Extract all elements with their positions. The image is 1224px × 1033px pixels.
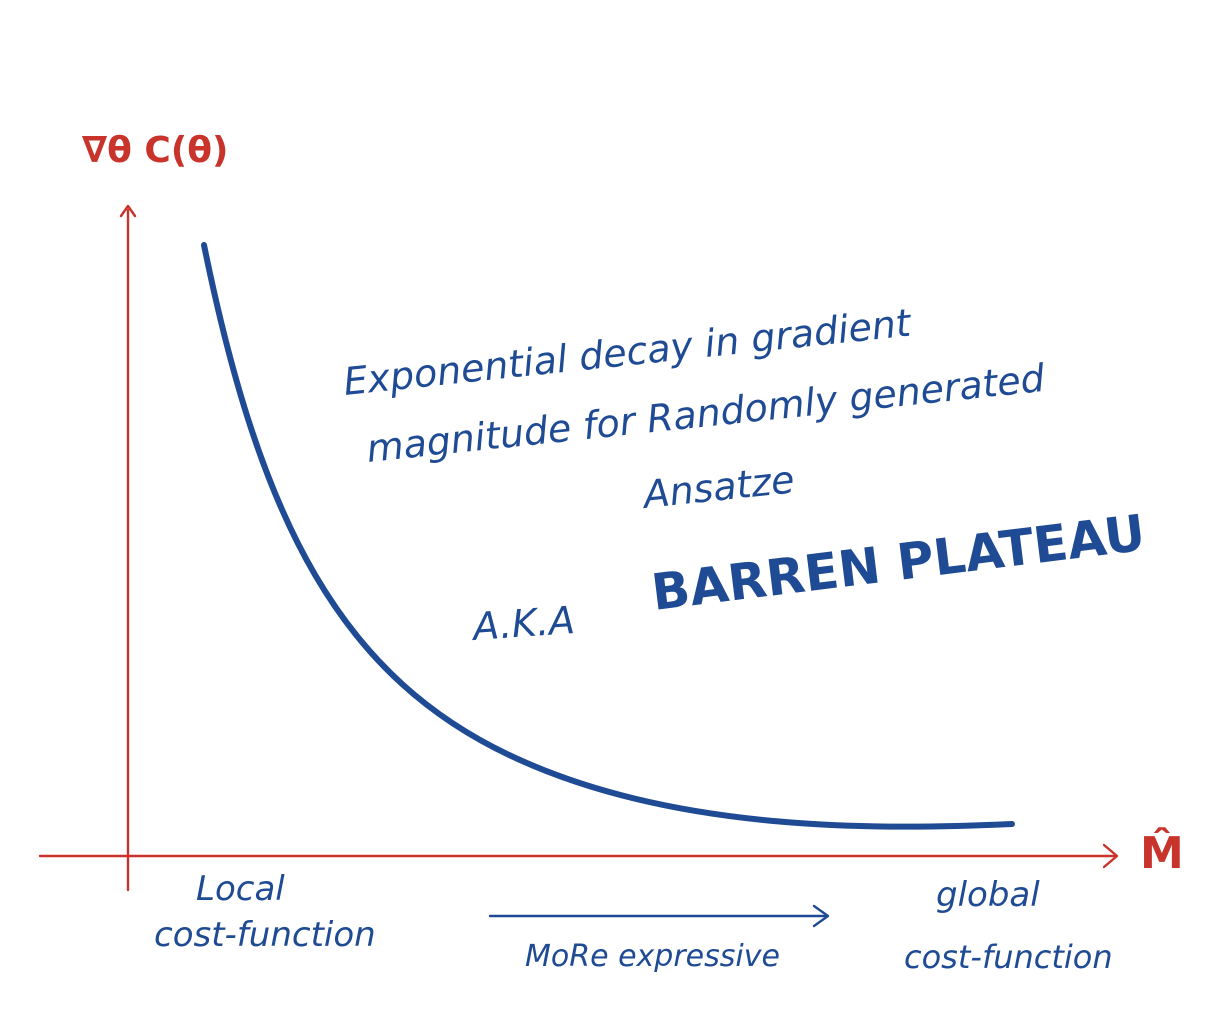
y-axis bbox=[119, 204, 137, 892]
x-axis-label: M̂ bbox=[1140, 826, 1184, 879]
annotation: Exponential decay in gradient magnitude … bbox=[341, 300, 1148, 649]
global-label-line-1: global bbox=[936, 875, 1040, 915]
global-cost-function-label: global cost-function bbox=[904, 875, 1113, 976]
x-axis bbox=[38, 843, 1119, 869]
annotation-aka: A.K.A bbox=[469, 598, 577, 649]
global-label-line-2: cost-function bbox=[904, 938, 1113, 976]
local-cost-function-label: Local cost-function bbox=[154, 869, 376, 955]
expressivity-indicator: MoRe expressive bbox=[488, 904, 830, 974]
y-axis-label: ∇θ C(θ) bbox=[82, 130, 228, 171]
y-axis-arrowhead bbox=[119, 204, 137, 218]
annotation-line-3: Ansatze bbox=[638, 457, 796, 517]
x-axis-arrowhead bbox=[1102, 843, 1119, 869]
expressivity-label: MoRe expressive bbox=[525, 939, 780, 974]
annotation-barren-plateau: BARREN PLATEAU bbox=[648, 504, 1148, 622]
local-label-line-2: cost-function bbox=[154, 915, 376, 955]
y-axis-label-text: ∇θ C(θ) bbox=[82, 130, 228, 171]
local-label-line-1: Local bbox=[196, 869, 285, 909]
gradient-decay-curve bbox=[201, 242, 1015, 830]
expressivity-arrowhead bbox=[812, 904, 830, 928]
